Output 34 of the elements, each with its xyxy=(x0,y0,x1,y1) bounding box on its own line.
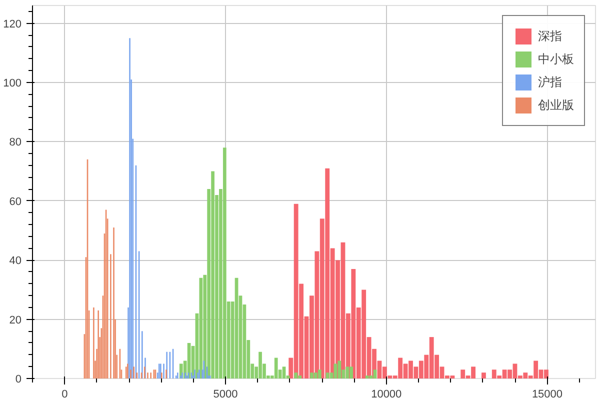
bar xyxy=(338,360,342,378)
bar xyxy=(318,370,322,378)
legend-label: 中小板 xyxy=(538,50,574,68)
bar xyxy=(258,352,262,378)
bar xyxy=(222,148,226,378)
bar xyxy=(350,366,353,378)
legend-label: 沪指 xyxy=(538,74,562,90)
bar xyxy=(314,372,318,378)
y-tick-label: 120 xyxy=(3,18,22,30)
bar xyxy=(326,372,330,378)
y-tick-label: 40 xyxy=(9,255,22,268)
legend-label: 深指 xyxy=(538,28,562,44)
x-tick-label: 5000 xyxy=(213,388,238,400)
bar xyxy=(294,372,298,378)
bar xyxy=(481,372,486,378)
y-tick-label: 20 xyxy=(9,314,22,326)
bar xyxy=(274,358,278,378)
legend-label: 创业版 xyxy=(538,96,574,114)
x-tick-label: 0 xyxy=(62,388,68,400)
bar xyxy=(346,366,350,378)
y-tick-label: 60 xyxy=(9,196,22,208)
y-tick-label: 0 xyxy=(15,374,22,386)
bar xyxy=(199,278,203,378)
bar xyxy=(365,376,369,378)
x-tick-label: 15000 xyxy=(532,388,563,400)
bar xyxy=(298,376,302,378)
bar xyxy=(282,366,286,378)
y-tick-label: 100 xyxy=(3,77,22,90)
bar xyxy=(373,370,377,378)
y-tick-label: 80 xyxy=(9,136,22,149)
x-tick-label: 10000 xyxy=(371,388,402,400)
bar xyxy=(310,372,314,378)
bar xyxy=(211,171,214,378)
bar xyxy=(334,364,338,378)
